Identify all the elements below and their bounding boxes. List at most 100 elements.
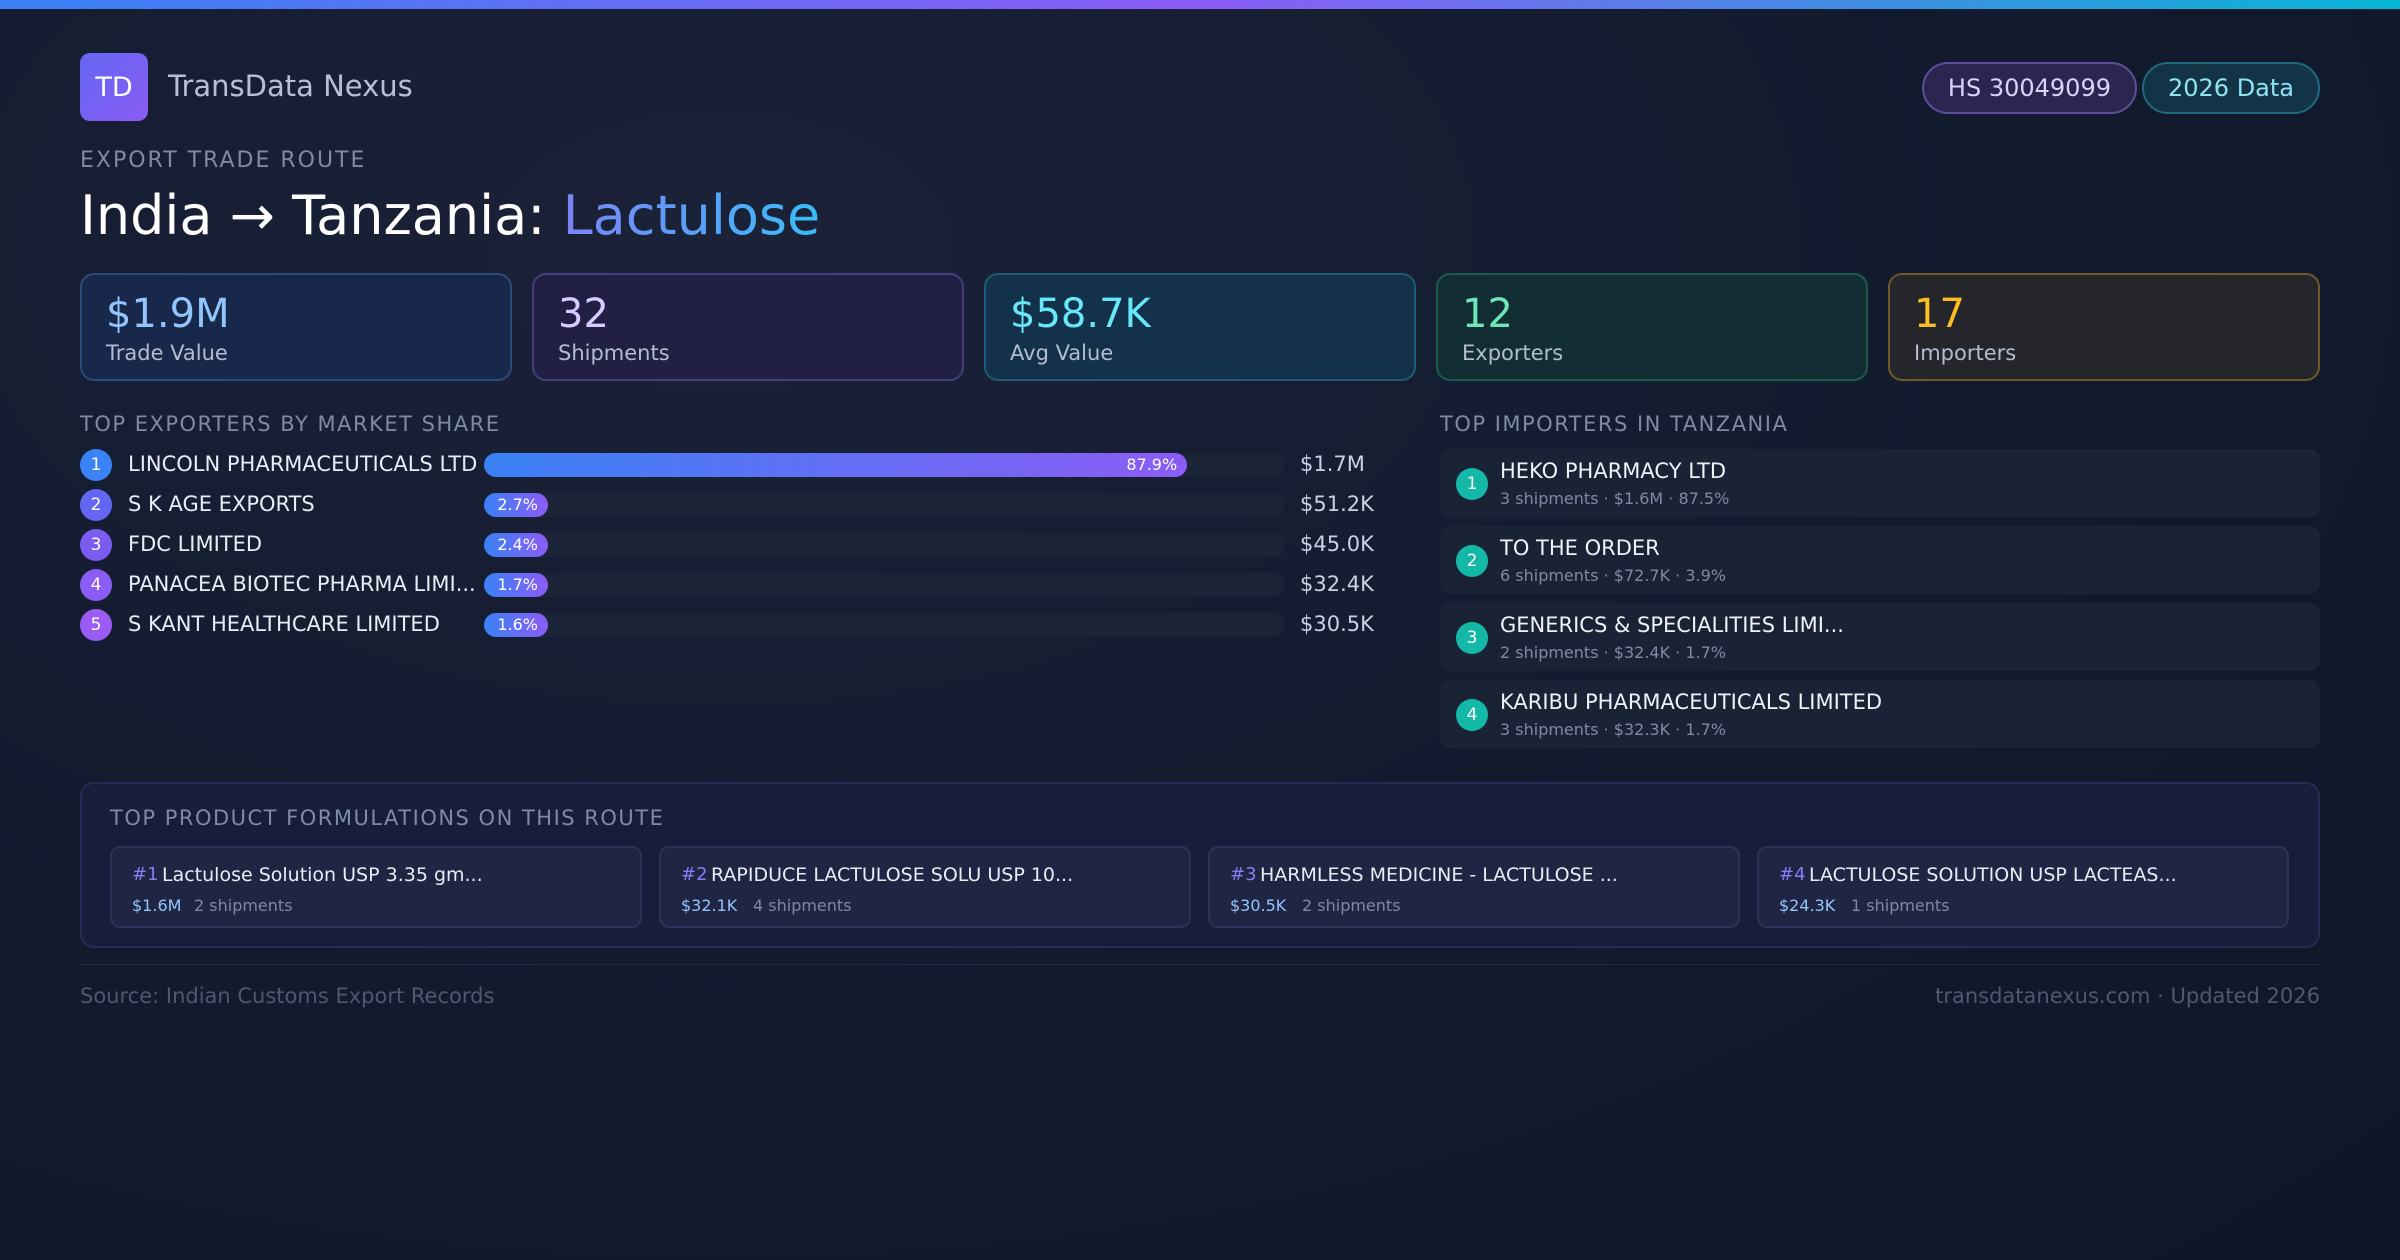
rank-badge: 2 (1456, 545, 1488, 577)
exporters-section-title: TOP EXPORTERS BY MARKET SHARE (80, 412, 501, 436)
share-bar-fill: 2.7% (484, 493, 548, 517)
stat-value: 32 (558, 291, 609, 337)
rank-badge: 1 (1456, 468, 1488, 500)
share-bar-track: 2.4% (484, 533, 1284, 557)
exporter-value: $32.4K (1300, 572, 1374, 596)
footer-divider (80, 964, 2320, 965)
importer-name: HEKO PHARMACY LTD (1500, 459, 1727, 483)
rank-badge: 4 (80, 569, 112, 601)
brand-name: TransData Nexus (168, 69, 413, 103)
stat-value: 12 (1462, 291, 1513, 337)
importer-meta: 3 shipments · $1.6M · 87.5% (1500, 489, 1730, 508)
formulation-name: LACTULOSE SOLUTION USP LACTEAS... (1809, 864, 2177, 886)
source-note: Source: Indian Customs Export Records (80, 984, 495, 1008)
product-name: Lactulose (562, 184, 821, 247)
rank-badge: 2 (80, 489, 112, 521)
formulation-shipments: 2 shipments (1302, 896, 1401, 915)
share-bar-track: 2.7% (484, 493, 1284, 517)
rank-badge: 3 (1456, 622, 1488, 654)
share-percent: 1.7% (497, 575, 538, 594)
route-eyebrow: EXPORT TRADE ROUTE (80, 148, 367, 173)
exporter-row: 2 S K AGE EXPORTS 2.7% $51.2K (80, 489, 1374, 521)
formulation-shipments: 4 shipments (753, 896, 852, 915)
share-percent: 1.6% (497, 615, 538, 634)
formulation-name: HARMLESS MEDICINE - LACTULOSE ... (1260, 864, 1618, 886)
stat-value: 17 (1914, 291, 1965, 337)
formulation-card: #1 Lactulose Solution USP 3.35 gm... $1.… (110, 846, 642, 928)
importer-card: 3 GENERICS & SPECIALITIES LIMI... 2 ship… (1440, 603, 2320, 671)
stat-card-exporters: 12 Exporters (1436, 273, 1868, 381)
formulation-shipments: 2 shipments (194, 896, 293, 915)
site-credit: transdatanexus.com · Updated 2026 (1935, 984, 2320, 1008)
share-percent: 2.7% (497, 495, 538, 514)
rank-badge: 1 (80, 449, 112, 481)
importer-name: GENERICS & SPECIALITIES LIMI... (1500, 613, 1844, 637)
data-year-badge: 2026 Data (2141, 62, 2320, 114)
formulation-rank: #1 (132, 864, 159, 885)
exporter-name: FDC LIMITED (128, 532, 263, 556)
importer-card: 1 HEKO PHARMACY LTD 3 shipments · $1.6M … (1440, 449, 2320, 517)
stat-value: $1.9M (106, 291, 230, 337)
page-title: India → Tanzania: Lactulose (80, 184, 820, 247)
exporter-value: $51.2K (1300, 492, 1374, 516)
formulation-rank: #3 (1230, 864, 1257, 885)
formulation-rank: #2 (681, 864, 708, 885)
stat-card-shipments: 32 Shipments (532, 273, 964, 381)
hs-code-badge: HS 30049099 (1921, 62, 2137, 114)
exporter-value: $1.7M (1300, 452, 1365, 476)
exporter-name: S K AGE EXPORTS (128, 492, 315, 516)
importer-card: 4 KARIBU PHARMACEUTICALS LIMITED 3 shipm… (1440, 680, 2320, 748)
share-bar-fill: 87.9% (484, 453, 1188, 477)
rank-badge: 4 (1456, 699, 1488, 731)
header: TD TransData Nexus HS 30049099 2026 Data (80, 53, 2320, 121)
importer-name: KARIBU PHARMACEUTICALS LIMITED (1500, 690, 1883, 714)
exporter-value: $45.0K (1300, 532, 1374, 556)
stat-label: Trade Value (106, 341, 228, 365)
formulation-name: RAPIDUCE LACTULOSE SOLU USP 10... (711, 864, 1074, 886)
share-bar-fill: 2.4% (484, 533, 548, 557)
formulation-card: #4 LACTULOSE SOLUTION USP LACTEAS... $24… (1757, 846, 2289, 928)
formulation-card: #3 HARMLESS MEDICINE - LACTULOSE ... $30… (1208, 846, 1740, 928)
stat-card-avg-value: $58.7K Avg Value (984, 273, 1416, 381)
exporter-row: 4 PANACEA BIOTEC PHARMA LIMI... 1.7% $32… (80, 569, 1374, 601)
exporter-name: LINCOLN PHARMACEUTICALS LTD (128, 452, 478, 476)
formulations-section-title: TOP PRODUCT FORMULATIONS ON THIS ROUTE (110, 806, 665, 830)
share-bar-track: 87.9% (484, 453, 1284, 477)
stat-label: Exporters (1462, 341, 1564, 365)
importer-card: 2 TO THE ORDER 6 shipments · $72.7K · 3.… (1440, 526, 2320, 594)
share-bar-fill: 1.7% (484, 573, 548, 597)
top-accent-bar (0, 0, 2400, 9)
share-bar-track: 1.7% (484, 573, 1284, 597)
stat-label: Avg Value (1010, 341, 1114, 365)
route-title: India → Tanzania: (80, 184, 563, 247)
importers-section-title: TOP IMPORTERS IN TANZANIA (1440, 412, 1789, 436)
formulation-rank: #4 (1779, 864, 1806, 885)
stat-cards: $1.9M Trade Value 32 Shipments $58.7K Av… (80, 273, 2320, 381)
formulation-name: Lactulose Solution USP 3.35 gm... (162, 864, 483, 886)
rank-badge: 3 (80, 529, 112, 561)
formulation-card: #2 RAPIDUCE LACTULOSE SOLU USP 10... $32… (659, 846, 1191, 928)
exporter-name: PANACEA BIOTEC PHARMA LIMI... (128, 572, 476, 596)
formulation-value: $32.1K (681, 896, 738, 915)
stat-label: Shipments (558, 341, 670, 365)
exporter-row: 3 FDC LIMITED 2.4% $45.0K (80, 529, 1374, 561)
importer-meta: 2 shipments · $32.4K · 1.7% (1500, 643, 1726, 662)
formulation-value: $24.3K (1779, 896, 1836, 915)
formulation-value: $1.6M (132, 896, 182, 915)
exporter-value: $30.5K (1300, 612, 1374, 636)
importer-name: TO THE ORDER (1500, 536, 1660, 560)
stat-card-importers: 17 Importers (1888, 273, 2320, 381)
importer-meta: 6 shipments · $72.7K · 3.9% (1500, 566, 1726, 585)
formulations-panel: TOP PRODUCT FORMULATIONS ON THIS ROUTE #… (80, 782, 2320, 948)
formulation-value: $30.5K (1230, 896, 1287, 915)
formulation-shipments: 1 shipments (1851, 896, 1950, 915)
share-bar-track: 1.6% (484, 613, 1284, 637)
brand-logo: TD (80, 53, 148, 121)
stat-card-trade-value: $1.9M Trade Value (80, 273, 512, 381)
importer-meta: 3 shipments · $32.3K · 1.7% (1500, 720, 1726, 739)
exporter-row: 1 LINCOLN PHARMACEUTICALS LTD 87.9% $1.7… (80, 449, 1370, 481)
share-percent: 2.4% (497, 535, 538, 554)
exporter-row: 5 S KANT HEALTHCARE LIMITED 1.6% $30.5K (80, 609, 1374, 641)
share-bar-fill: 1.6% (484, 613, 548, 637)
rank-badge: 5 (80, 609, 112, 641)
